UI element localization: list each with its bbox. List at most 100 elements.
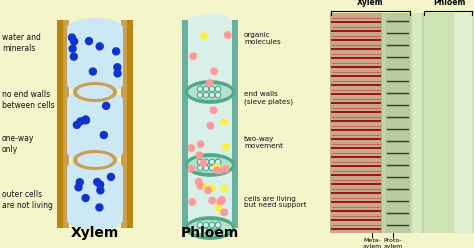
Text: no end walls
between cells: no end walls between cells: [2, 90, 55, 110]
Circle shape: [82, 117, 90, 124]
Text: end walls
(sieve plates): end walls (sieve plates): [244, 91, 293, 105]
Ellipse shape: [186, 154, 234, 176]
Circle shape: [197, 86, 203, 92]
Circle shape: [209, 159, 215, 165]
Circle shape: [217, 198, 224, 205]
Text: two-way
movement: two-way movement: [244, 136, 283, 150]
Circle shape: [113, 48, 119, 55]
Circle shape: [214, 164, 220, 170]
Ellipse shape: [188, 159, 232, 171]
Ellipse shape: [188, 220, 232, 236]
Circle shape: [100, 131, 107, 139]
Circle shape: [114, 64, 121, 71]
Circle shape: [219, 197, 225, 203]
Circle shape: [197, 228, 203, 234]
Circle shape: [215, 204, 222, 211]
Bar: [454, 13, 472, 233]
Circle shape: [210, 107, 217, 113]
Bar: [188, 92, 232, 165]
Circle shape: [69, 45, 76, 52]
Bar: [182, 20, 188, 228]
Bar: [67, 28, 123, 84]
Circle shape: [209, 186, 215, 192]
Circle shape: [188, 145, 194, 151]
Circle shape: [197, 159, 203, 165]
Text: one-way
only: one-way only: [2, 134, 35, 154]
Circle shape: [197, 141, 204, 147]
Circle shape: [203, 159, 209, 165]
Circle shape: [190, 53, 196, 60]
Text: Phloem: Phloem: [433, 0, 465, 7]
Ellipse shape: [186, 217, 234, 239]
Circle shape: [203, 222, 209, 228]
Bar: [412, 13, 422, 233]
Bar: [123, 20, 133, 228]
Circle shape: [114, 70, 121, 77]
Text: Phloem: Phloem: [181, 226, 239, 240]
Text: water and
minerals: water and minerals: [2, 33, 41, 53]
Circle shape: [215, 159, 221, 165]
Circle shape: [215, 165, 221, 171]
Ellipse shape: [77, 153, 113, 167]
Circle shape: [209, 165, 215, 171]
Ellipse shape: [67, 142, 123, 162]
Ellipse shape: [188, 86, 232, 98]
Circle shape: [103, 102, 109, 109]
Circle shape: [82, 116, 89, 123]
Ellipse shape: [186, 81, 234, 103]
Circle shape: [218, 167, 224, 174]
Circle shape: [197, 183, 203, 189]
Circle shape: [209, 228, 215, 234]
Text: outer cells
are not living: outer cells are not living: [2, 190, 53, 210]
Circle shape: [225, 32, 231, 38]
Text: organic
molecules: organic molecules: [244, 31, 281, 44]
Bar: [67, 100, 123, 152]
Circle shape: [70, 53, 77, 60]
Circle shape: [209, 86, 215, 92]
Ellipse shape: [67, 18, 123, 38]
Bar: [63, 20, 69, 228]
Circle shape: [75, 184, 82, 191]
Circle shape: [203, 228, 209, 234]
Circle shape: [215, 228, 221, 234]
Circle shape: [203, 165, 209, 171]
Circle shape: [96, 204, 103, 211]
Ellipse shape: [73, 82, 117, 102]
Ellipse shape: [77, 85, 113, 99]
Ellipse shape: [67, 74, 123, 94]
Circle shape: [211, 68, 218, 74]
Ellipse shape: [188, 157, 232, 173]
Ellipse shape: [67, 210, 123, 230]
Circle shape: [197, 222, 203, 228]
Circle shape: [71, 38, 78, 45]
Circle shape: [97, 187, 104, 194]
Bar: [57, 20, 67, 228]
Circle shape: [203, 92, 209, 98]
Circle shape: [223, 166, 229, 172]
Circle shape: [207, 80, 213, 86]
Circle shape: [209, 197, 215, 204]
Circle shape: [221, 119, 228, 125]
Bar: [188, 20, 232, 92]
Text: Xylem: Xylem: [71, 226, 119, 240]
Ellipse shape: [188, 84, 232, 100]
Circle shape: [197, 92, 203, 98]
Circle shape: [222, 144, 229, 150]
Bar: [121, 20, 127, 228]
Text: Xylem: Xylem: [357, 0, 383, 7]
Circle shape: [196, 152, 202, 158]
Circle shape: [214, 167, 220, 173]
Circle shape: [203, 184, 210, 190]
Circle shape: [96, 43, 103, 50]
Ellipse shape: [188, 159, 232, 171]
Circle shape: [85, 37, 92, 45]
Circle shape: [209, 92, 215, 98]
Ellipse shape: [188, 222, 232, 234]
Text: Proto-
xylem: Proto- xylem: [383, 238, 402, 248]
Circle shape: [189, 199, 195, 205]
Circle shape: [108, 173, 114, 181]
Circle shape: [209, 222, 215, 228]
Circle shape: [97, 181, 104, 188]
Circle shape: [188, 165, 194, 172]
Circle shape: [94, 179, 101, 186]
